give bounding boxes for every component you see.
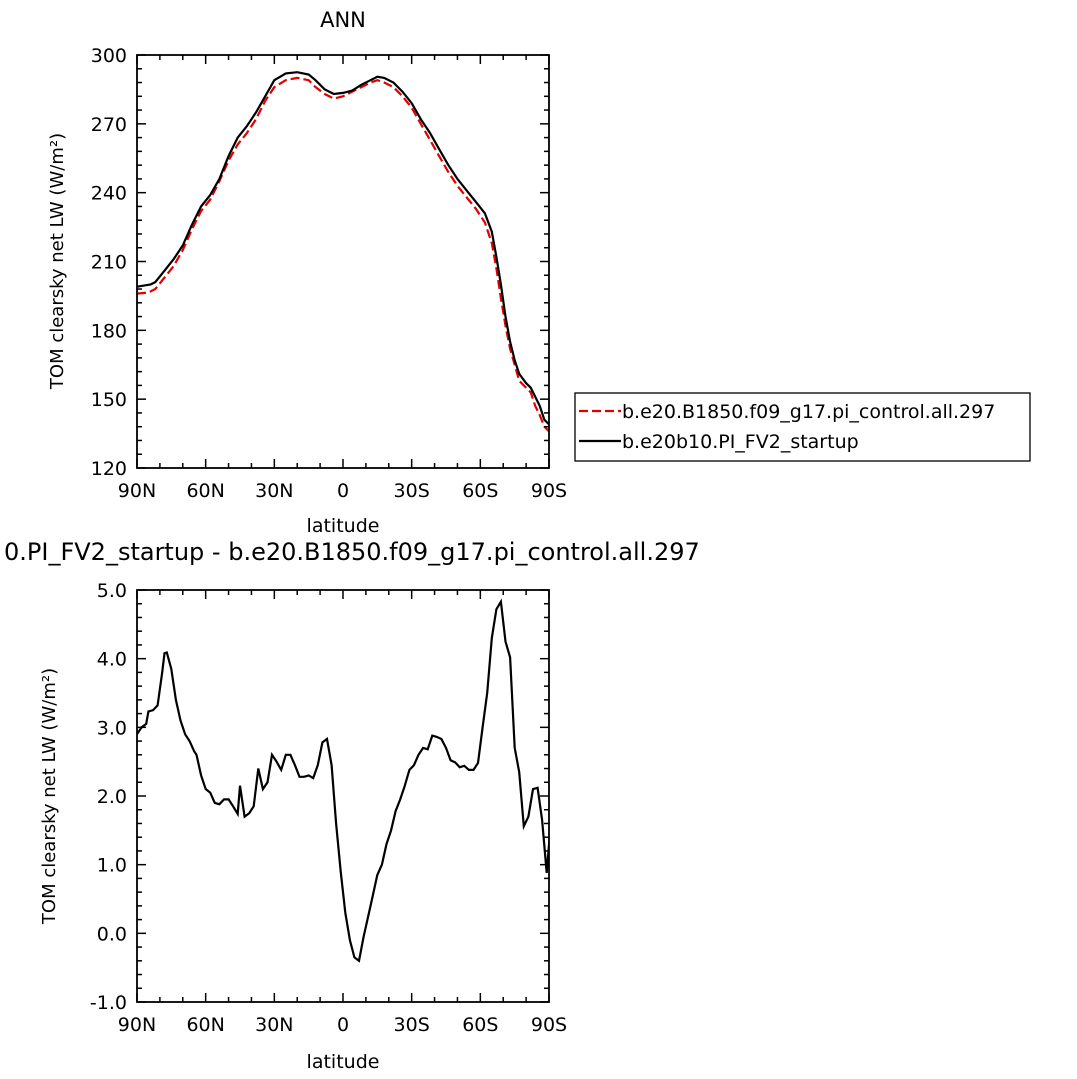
x-tick-label: 60S [462,480,498,502]
x-tick-label: 60N [186,480,224,502]
y-tick-label: 3.0 [97,717,127,739]
y-tick-label: 240 [91,183,127,205]
x-tick-label: 30S [394,480,430,502]
plot-frame [136,589,550,1003]
x-tick-label: 0 [337,480,349,502]
x-tick-label: 90N [118,480,156,502]
x-tick-label: 30N [255,1014,293,1036]
y-tick-label: 4.0 [97,649,127,671]
x-tick-label: 30S [394,1014,430,1036]
x-tick-label: 90S [531,1014,567,1036]
y-tick-label: -1.0 [90,992,127,1014]
legend-box [574,392,1031,462]
legend-label-1: b.e20.B1850.f09_g17.pi_control.all.297 [622,401,995,423]
y-tick-label: 150 [91,389,127,411]
y-tick-label: 0.0 [97,923,127,945]
top-chart-plot: 90N 60N 30N 0 30S 60S 90S 120 150 180 210 240 270 300 [91,45,567,502]
y-tick-label: 210 [91,252,127,274]
bottom-chart-title: 0.PI_FV2_startup - b.e20.B1850.f09_g17.p… [4,538,700,566]
plot-frame [136,54,550,469]
top-chart-xlabel: latitude [307,515,380,537]
bottom-chart-xlabel: latitude [307,1051,380,1073]
series-line-1 [137,598,549,963]
y-tick-label: 1.0 [97,855,127,877]
top-chart-legend: b.e20.B1850.f09_g17.pi_control.all.297 b.… [574,392,1031,462]
top-chart-title: ANN [320,8,366,32]
series-line-1 [137,76,549,433]
x-tick-label: 60S [462,1014,498,1036]
top-chart-ylabel: TOM clearsky net LW (W/m²) [47,133,68,390]
bottom-chart-plot: 90N 60N 30N 0 30S 60S 90S -1.0 0.0 1.0 2.0 3.0 4.0 5.… [90,580,567,1036]
x-tick-label: 60N [186,1014,224,1036]
y-tick-label: 120 [91,458,127,480]
x-tick-label: 90S [531,480,567,502]
x-tick-label: 0 [337,1014,349,1036]
y-tick-label: 2.0 [97,786,127,808]
y-tick-label: 180 [91,320,127,342]
y-tick-label: 270 [91,114,127,136]
y-tick-label: 5.0 [97,580,127,602]
y-tick-label: 300 [91,45,127,67]
bottom-chart-ylabel: TOM clearsky net LW (W/m²) [39,668,60,925]
x-tick-label: 90N [118,1014,156,1036]
series-line-2 [137,71,549,426]
x-tick-label: 30N [255,480,293,502]
legend-label-2: b.e20b10.PI_FV2_startup [622,431,859,453]
